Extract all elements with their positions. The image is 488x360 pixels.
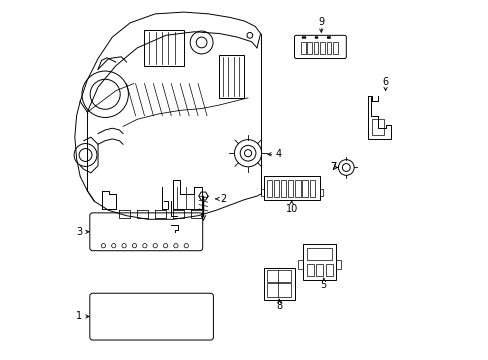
Bar xyxy=(266,180,271,197)
FancyBboxPatch shape xyxy=(90,213,203,251)
Bar xyxy=(260,189,264,196)
Bar xyxy=(219,55,244,98)
Bar xyxy=(273,180,279,197)
Bar xyxy=(287,180,293,197)
Bar xyxy=(332,42,337,54)
Text: 7: 7 xyxy=(330,162,336,172)
Text: 10: 10 xyxy=(285,204,297,214)
Bar xyxy=(303,244,335,280)
Text: 6: 6 xyxy=(382,77,388,87)
Bar xyxy=(306,264,313,276)
Text: 7: 7 xyxy=(330,162,336,172)
Bar xyxy=(320,42,324,54)
Bar xyxy=(266,270,290,282)
Bar xyxy=(301,36,304,38)
Text: 4: 4 xyxy=(275,149,281,159)
FancyBboxPatch shape xyxy=(294,35,346,59)
Text: 5: 5 xyxy=(320,280,326,291)
Bar xyxy=(325,264,332,276)
Text: 1: 1 xyxy=(76,311,82,321)
Bar xyxy=(372,119,383,135)
Bar xyxy=(313,42,318,54)
FancyBboxPatch shape xyxy=(90,293,213,340)
Bar xyxy=(335,260,340,269)
Bar xyxy=(302,180,307,197)
Text: 8: 8 xyxy=(276,301,282,311)
Bar xyxy=(144,30,183,66)
Text: 2: 2 xyxy=(220,194,226,204)
Text: 3: 3 xyxy=(76,227,82,237)
Bar xyxy=(306,248,331,260)
Bar xyxy=(264,267,294,300)
Bar xyxy=(326,36,329,38)
Bar xyxy=(307,42,311,54)
Bar xyxy=(295,180,300,197)
Bar xyxy=(298,260,303,269)
Text: 9: 9 xyxy=(318,17,324,27)
Bar xyxy=(266,283,290,297)
Bar xyxy=(316,264,323,276)
Bar xyxy=(309,180,314,197)
Bar xyxy=(264,176,319,200)
Bar xyxy=(281,180,285,197)
Bar xyxy=(326,42,331,54)
Bar xyxy=(319,189,323,196)
Bar xyxy=(300,42,305,54)
Bar xyxy=(314,36,317,38)
